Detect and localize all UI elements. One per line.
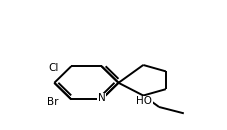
Text: Cl: Cl: [48, 63, 59, 73]
Text: HO: HO: [136, 96, 152, 106]
Text: N: N: [97, 93, 105, 103]
Text: Br: Br: [47, 97, 59, 107]
